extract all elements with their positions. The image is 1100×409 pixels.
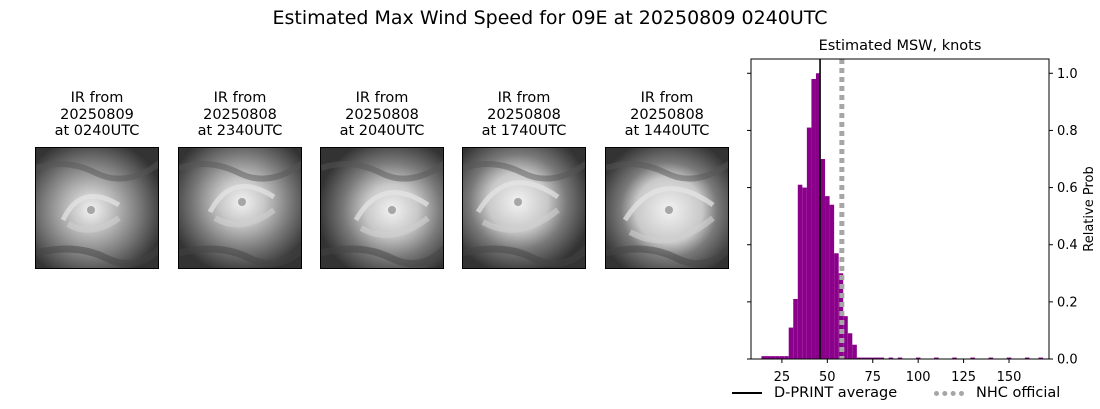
ir-panel-caption-line1: IR from: [497, 90, 551, 106]
ir-satellite-image: [178, 147, 302, 269]
ir-panel-caption-line1: IR from: [213, 90, 267, 106]
histogram-bar: [888, 357, 894, 359]
x-tick-label: 125: [951, 370, 976, 385]
histogram-bar: [815, 73, 821, 360]
x-tick-label: 150: [997, 370, 1022, 385]
ir-panel-caption-line2: 20250808: [630, 106, 704, 123]
y-tick-label: 1.0: [1057, 67, 1078, 82]
ir-panel-caption-line3: at 2340UTC: [197, 123, 283, 139]
histogram-bar: [847, 333, 853, 359]
x-tick-label: 75: [864, 370, 881, 385]
legend-item-nhc: NHC official: [934, 385, 1060, 401]
x-tick-label: 50: [819, 370, 836, 385]
legend-swatch-nhc: [934, 390, 964, 396]
histogram-bar: [797, 184, 803, 359]
ir-panel-caption: IR from 20250808 at 2040UTC: [310, 90, 454, 140]
histogram-bar: [765, 356, 771, 359]
histogram-bar: [820, 159, 826, 359]
plot-frame: [750, 58, 1050, 360]
y-tick-label: 0.0: [1057, 353, 1078, 368]
legend-label-dprint: D-PRINT average: [774, 385, 898, 401]
histogram-bar: [897, 357, 903, 359]
y-tick-label: 0.8: [1057, 124, 1078, 139]
histogram-bar: [838, 273, 844, 359]
histogram-bar: [875, 357, 880, 359]
histogram-bar: [802, 187, 807, 359]
histogram-bar: [856, 357, 862, 359]
histogram-bar: [1038, 357, 1044, 359]
x-tick-label: 100: [906, 370, 931, 385]
histogram-bar: [825, 196, 830, 359]
x-tick-label: 25: [774, 370, 791, 385]
ir-satellite-image: [320, 147, 444, 269]
ir-panel-caption: IR from 20250808 at 1440UTC: [595, 90, 739, 140]
histogram-bar: [970, 357, 975, 359]
histogram-bar: [775, 356, 780, 359]
chart-legend: D-PRINT average NHC official: [728, 385, 1088, 407]
y-tick-label: 0.4: [1057, 238, 1078, 253]
histogram-bar: [843, 316, 848, 359]
histogram-bar: [861, 357, 866, 359]
histogram-bar: [811, 79, 816, 359]
ir-panel-caption-line3: at 2040UTC: [339, 123, 425, 139]
histogram-bar: [788, 327, 794, 359]
y-axis-label: Relative Prob: [1082, 166, 1097, 251]
histogram-bar: [915, 357, 921, 359]
ir-panel-caption-line2: 20250808: [487, 106, 561, 123]
chart-title: Estimated MSW, knots: [819, 38, 982, 54]
ir-panel-caption: IR from 20250808 at 2340UTC: [168, 90, 312, 140]
ir-panel-caption-line1: IR from: [640, 90, 694, 106]
legend-item-dprint: D-PRINT average: [732, 385, 897, 401]
figure-title: Estimated Max Wind Speed for 09E at 2025…: [272, 7, 828, 29]
histogram-bar: [806, 127, 812, 359]
histogram-bar: [952, 357, 957, 359]
y-tick-label: 0.6: [1057, 181, 1078, 196]
ir-panel-caption: IR from 20250808 at 1740UTC: [452, 90, 596, 140]
histogram-bar: [870, 357, 876, 359]
histogram-bar: [852, 344, 857, 359]
histogram-bar: [988, 357, 994, 359]
histogram-bar: [793, 299, 798, 359]
ir-satellite-image: [605, 147, 729, 269]
ir-panel-caption-line3: at 0240UTC: [54, 123, 140, 139]
ir-satellite-image: [35, 147, 159, 269]
legend-swatch-dprint: [732, 392, 762, 394]
histogram-bar: [865, 357, 871, 359]
histogram-bar: [770, 356, 776, 359]
histogram-bar: [834, 253, 839, 359]
histogram-bar: [1006, 357, 1012, 359]
histogram-bar: [784, 356, 789, 359]
ir-satellite-image: [462, 147, 586, 269]
histogram-bar: [779, 356, 785, 359]
ir-panel-caption-line3: at 1440UTC: [624, 123, 710, 139]
ir-panel-caption-line2: 20250808: [203, 106, 277, 123]
histogram-bar: [1024, 357, 1030, 359]
ir-panel-caption-line1: IR from: [70, 90, 124, 106]
ir-panel-caption-line2: 20250808: [345, 106, 419, 123]
histogram-bar: [879, 357, 885, 359]
histogram-bar: [829, 204, 835, 359]
histogram-bar: [761, 356, 766, 359]
legend-label-nhc: NHC official: [976, 385, 1061, 401]
histogram-bar: [934, 357, 939, 359]
ir-panel-caption: IR from 20250809 at 0240UTC: [25, 90, 169, 140]
ir-panel-caption-line3: at 1740UTC: [481, 123, 567, 139]
ir-panel-caption-line2: 20250809: [60, 106, 134, 123]
ir-panel-caption-line1: IR from: [355, 90, 409, 106]
y-tick-label: 0.2: [1057, 295, 1078, 310]
